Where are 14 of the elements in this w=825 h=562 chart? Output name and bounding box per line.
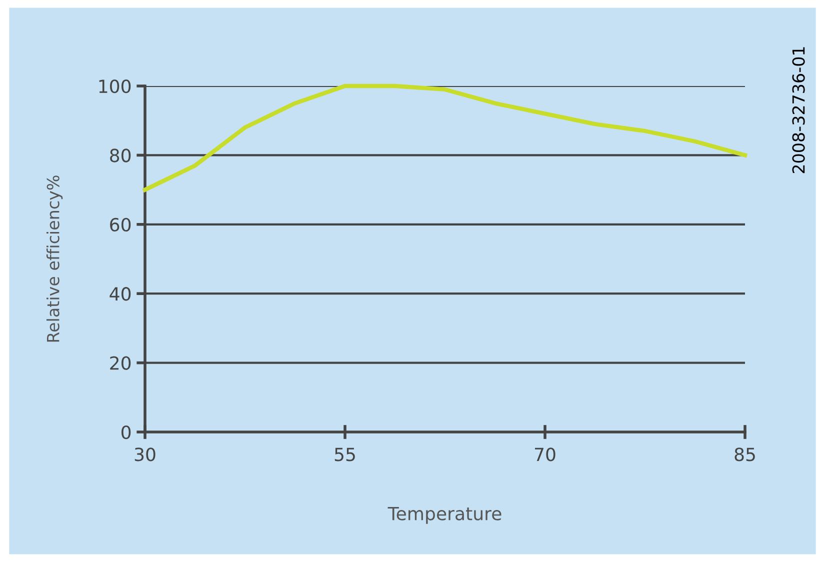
- y-tick-label: 0: [122, 425, 131, 440]
- y-tick-label: 100: [99, 79, 131, 94]
- y-tick-label: 20: [110, 356, 131, 370]
- y-axis-title: Relative efficiency%: [46, 176, 63, 342]
- x-tick-label: 30: [134, 448, 156, 462]
- y-tick-label: 60: [110, 218, 131, 232]
- x-tick-label: 70: [534, 448, 556, 462]
- y-tick-label: 40: [110, 287, 131, 301]
- x-axis-title: Temperature: [388, 506, 502, 524]
- x-tick-label: 85: [734, 448, 755, 462]
- y-tick-label: 80: [110, 148, 131, 162]
- line-series: [142, 84, 748, 192]
- x-tick-label: 55: [334, 448, 355, 462]
- text: 2008-32736-01: [792, 47, 805, 174]
